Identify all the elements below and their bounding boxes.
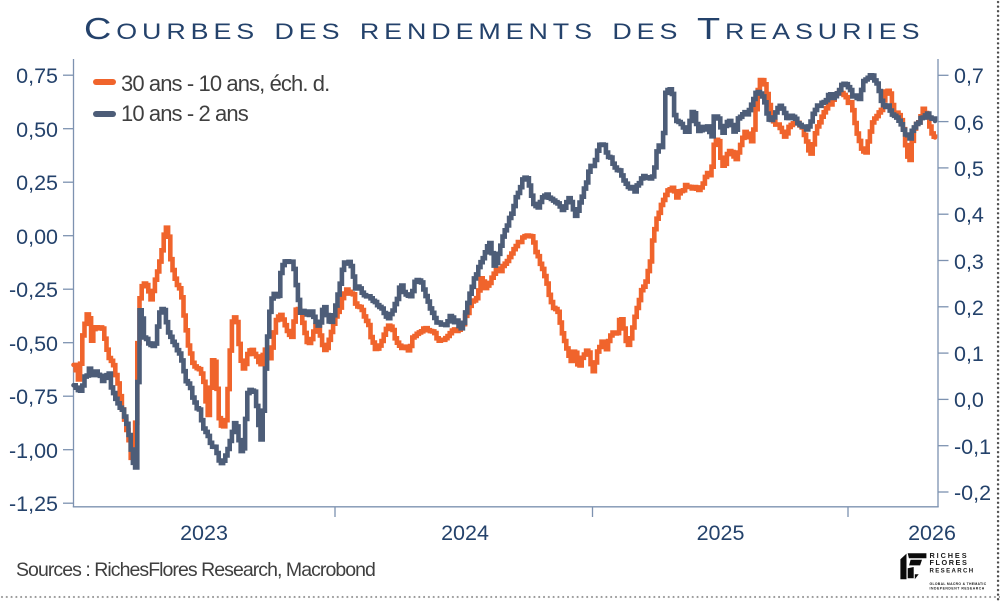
svg-text:RESEARCH: RESEARCH — [930, 568, 975, 575]
svg-text:GLOBAL MACRO & THEMATIC: GLOBAL MACRO & THEMATIC — [930, 582, 987, 586]
svg-text:INDEPENDENT RESEARCH: INDEPENDENT RESEARCH — [930, 587, 985, 591]
svg-text:RICHES: RICHES — [930, 551, 969, 560]
svg-text:FLORES: FLORES — [930, 558, 969, 567]
